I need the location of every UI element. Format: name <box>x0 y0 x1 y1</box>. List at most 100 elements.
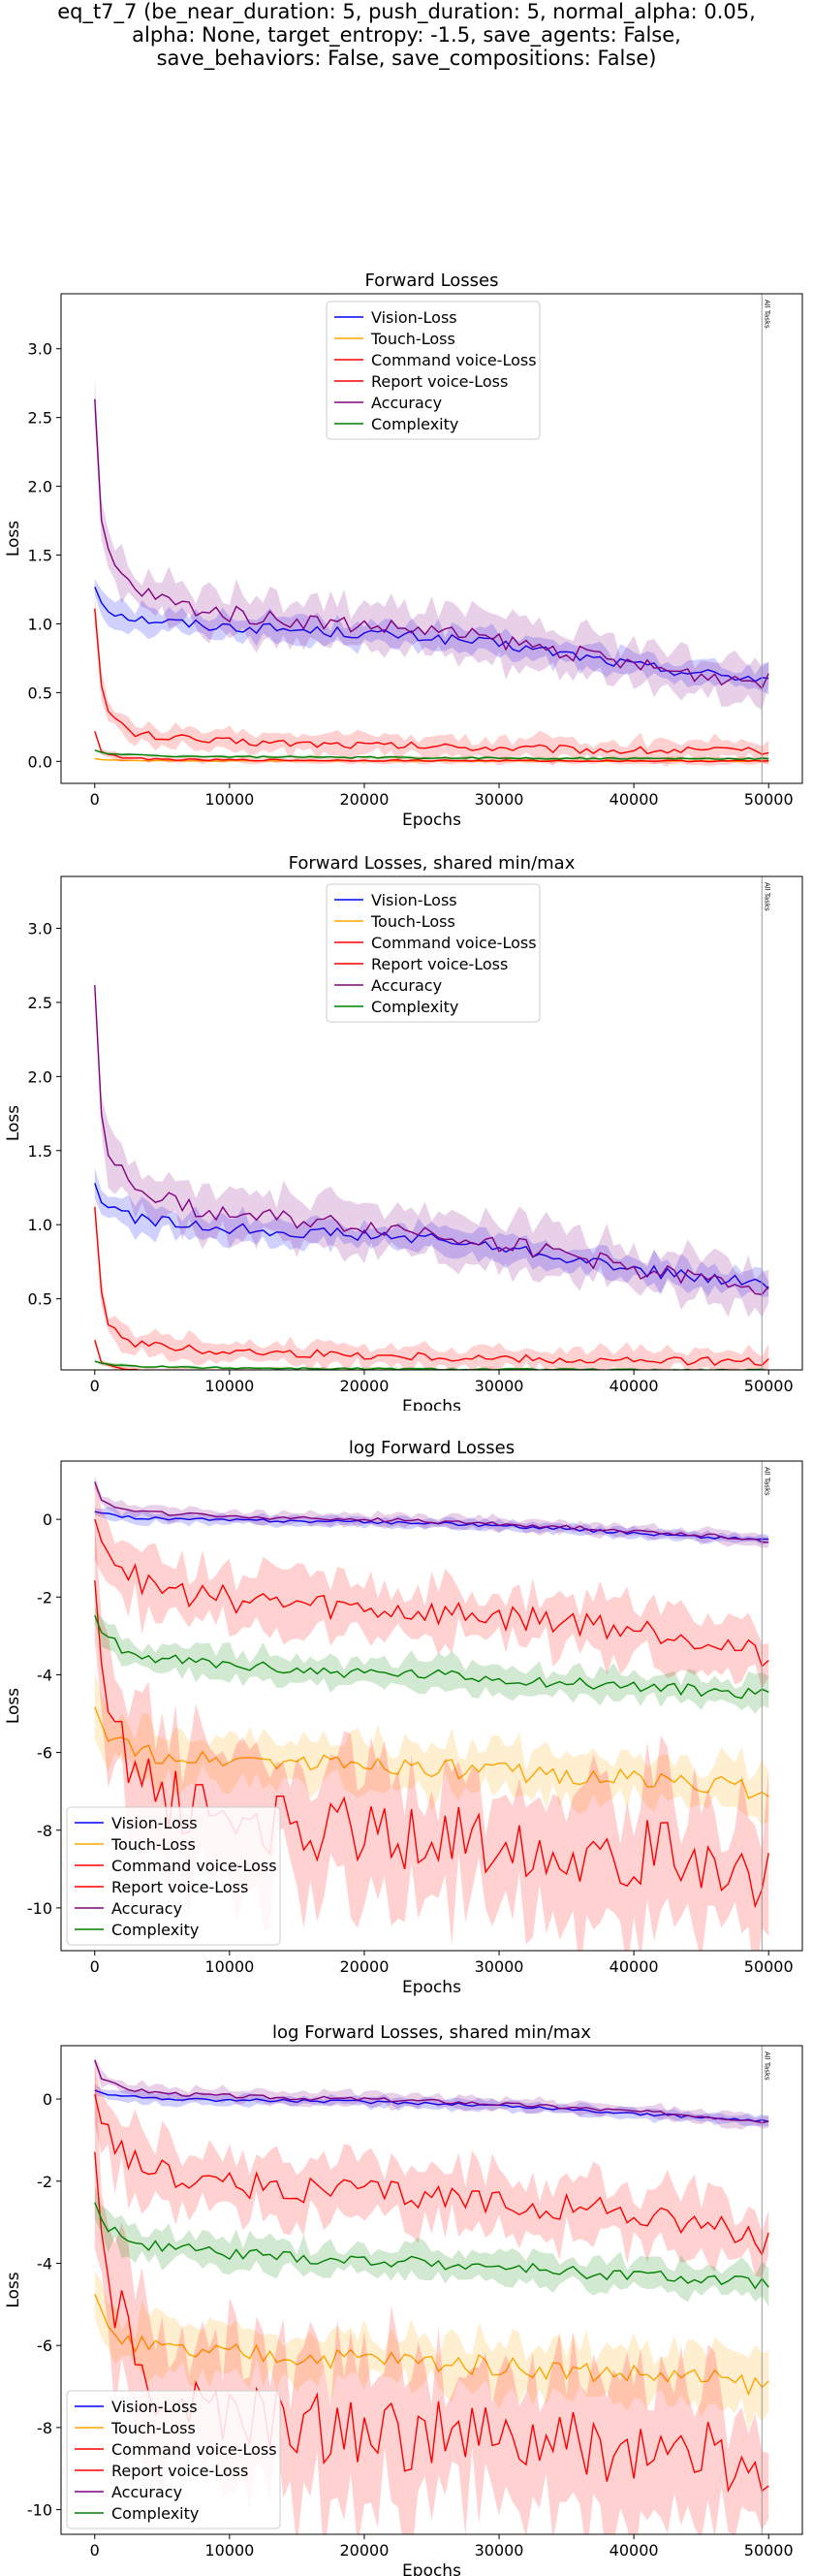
x-tick-label: 40000 <box>610 2541 659 2560</box>
band-accuracy <box>94 973 769 1318</box>
band-report <box>94 2064 769 2277</box>
chart-title: log Forward Losses, shared min/max <box>272 2022 591 2043</box>
line-touch <box>94 2293 769 2397</box>
legend-label-command: Command voice-Loss <box>111 2440 277 2459</box>
band-vision <box>94 1507 769 1545</box>
figure-title: eq_t7_7 (be_near_duration: 5, push_durat… <box>57 0 756 70</box>
y-tick-label: 1.5 <box>28 1142 52 1161</box>
band-command <box>94 728 769 766</box>
y-axis-label: Loss <box>4 1688 23 1724</box>
line-complexity <box>94 749 769 761</box>
y-tick-label: 3.0 <box>28 919 52 938</box>
y-tick-label: 2.5 <box>28 994 52 1012</box>
legend-label-vision: Vision-Loss <box>111 1814 198 1832</box>
y-tick-label: -2 <box>37 2173 52 2191</box>
legend-label-complexity: Complexity <box>111 2504 199 2523</box>
vline-label: All Tasks <box>763 300 770 329</box>
y-tick-label: -4 <box>37 2254 52 2273</box>
legend-label-accuracy: Accuracy <box>111 1899 182 1918</box>
band-complexity <box>94 2185 769 2307</box>
y-tick-label: -6 <box>37 1744 52 1763</box>
chart-title: log Forward Losses <box>349 1438 515 1458</box>
x-tick-label: 20000 <box>340 1377 390 1395</box>
line-command <box>94 1580 769 1909</box>
y-tick-label: 0 <box>43 1511 52 1529</box>
legend-label-touch: Touch-Loss <box>370 912 455 931</box>
legend-label-report: Report voice-Loss <box>111 2462 248 2480</box>
band-touch <box>94 1674 769 1826</box>
x-tick-label: 10000 <box>204 790 254 809</box>
band-accuracy <box>94 378 769 711</box>
y-tick-label: 0.5 <box>28 684 52 702</box>
y-tick-label: -6 <box>37 2337 52 2355</box>
y-tick-label: 0.5 <box>28 1290 52 1309</box>
vline-label: All Tasks <box>763 882 770 911</box>
line-command <box>94 731 769 763</box>
y-axis-label: Loss <box>4 521 23 557</box>
y-tick-label: -4 <box>37 1666 52 1684</box>
legend: Vision-Loss Touch-Loss Command voice-Loss R… <box>326 883 541 1023</box>
legend: Vision-Loss Touch-Loss Command voice-Loss R… <box>66 1806 281 1946</box>
band-complexity <box>94 1606 769 1714</box>
y-tick-label: 1.0 <box>28 615 52 633</box>
legend-label-complexity: Complexity <box>371 415 458 433</box>
legend-label-vision: Vision-Loss <box>371 891 457 909</box>
chart-title: Forward Losses <box>364 270 498 291</box>
x-tick-label: 20000 <box>340 2541 390 2560</box>
line-report <box>94 1206 769 1367</box>
x-tick-label: 50000 <box>744 2541 794 2560</box>
line-report <box>94 1518 769 1668</box>
legend-label-accuracy: Accuracy <box>371 976 442 995</box>
legend-label-touch: Touch-Loss <box>370 330 455 348</box>
chart-log-forward-losses-shared: log Forward Losses, shared min/max All Ta… <box>4 2022 803 2576</box>
x-tick-label: 40000 <box>610 1957 659 1976</box>
y-tick-label: 3.0 <box>28 340 52 359</box>
x-tick-label: 20000 <box>340 1957 390 1976</box>
band-vision <box>94 579 769 695</box>
legend-label-report: Report voice-Loss <box>371 372 508 391</box>
band-complexity <box>94 749 769 762</box>
band-accuracy <box>94 2056 769 2130</box>
legend-label-accuracy: Accuracy <box>371 394 442 412</box>
x-tick-label: 10000 <box>204 2541 254 2560</box>
x-axis-label: Epochs <box>402 2561 461 2576</box>
y-tick-label: -10 <box>27 2501 52 2520</box>
y-tick-label: -2 <box>37 1588 52 1606</box>
x-tick-label: 30000 <box>475 790 524 809</box>
y-tick-label: 2.5 <box>28 409 52 428</box>
band-report <box>94 1196 769 1370</box>
legend-label-complexity: Complexity <box>371 998 458 1016</box>
x-tick-label: 40000 <box>610 790 659 809</box>
x-tick-label: 20000 <box>340 790 390 809</box>
line-vision <box>94 2089 769 2122</box>
band-accuracy <box>94 1476 769 1548</box>
line-vision <box>94 587 769 683</box>
chart-forward-losses: Forward Losses All Tasks 0 10000 20000 30000 4… <box>4 270 803 829</box>
legend-label-command: Command voice-Loss <box>111 1857 277 1875</box>
line-report <box>94 2094 769 2256</box>
legend-label-touch: Touch-Loss <box>110 2419 196 2437</box>
line-accuracy <box>94 2059 769 2124</box>
y-tick-label: -8 <box>37 2419 52 2437</box>
legend-box <box>326 883 541 1023</box>
chart-title: Forward Losses, shared min/max <box>289 853 576 874</box>
legend-label-report: Report voice-Loss <box>111 1878 248 1896</box>
chart-forward-losses-shared: Forward Losses, shared min/max All Tasks 0… <box>4 853 803 1411</box>
legend: Vision-Loss Touch-Loss Command voice-Loss R… <box>326 301 541 440</box>
x-tick-label: 0 <box>90 1377 100 1395</box>
x-tick-label: 50000 <box>744 790 794 809</box>
legend-box <box>66 1806 281 1946</box>
x-tick-label: 30000 <box>475 2541 524 2560</box>
y-tick-label: -10 <box>27 1899 52 1918</box>
legend-label-command: Command voice-Loss <box>371 934 537 952</box>
x-tick-label: 0 <box>90 2541 100 2560</box>
x-tick-label: 30000 <box>475 1957 524 1976</box>
x-tick-label: 30000 <box>475 1377 524 1395</box>
x-tick-label: 50000 <box>744 1377 794 1395</box>
x-tick-label: 0 <box>90 1957 100 1976</box>
series-group <box>94 973 769 1370</box>
plot-frame <box>60 1460 803 1952</box>
legend-box <box>66 2390 281 2529</box>
legend-label-complexity: Complexity <box>111 1921 199 1939</box>
y-tick-label: 0.0 <box>28 752 52 771</box>
